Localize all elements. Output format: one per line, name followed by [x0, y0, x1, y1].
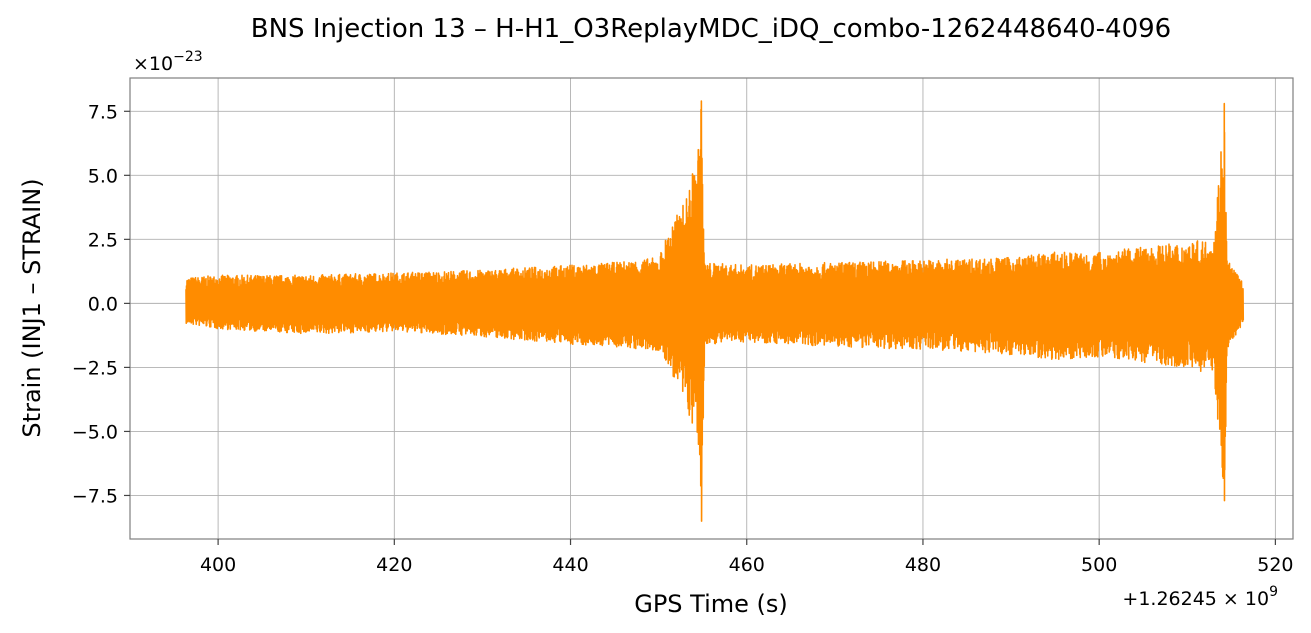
x-tick-label: 500 [1081, 554, 1117, 576]
signal-series [185, 100, 1245, 522]
y-tick-label: 5.0 [88, 165, 118, 187]
ticks: 400 420 440 460 480 500 520 7.5 5.0 2.5 0.0 −2.5 −5.… [72, 101, 1294, 576]
y-scale-exponent: −23 [173, 49, 203, 65]
y-tick-label: −2.5 [72, 357, 118, 379]
y-tick-label: 0.0 [88, 293, 118, 315]
x-offset-base: +1.26245 × 10 [1122, 588, 1269, 610]
x-offset-label: +1.26245 × 109 [1122, 584, 1278, 610]
x-tick-label: 480 [905, 554, 941, 576]
x-tick-label: 440 [552, 554, 588, 576]
y-scale-multiplier: ×10−23 [133, 49, 203, 75]
y-tick-label: −7.5 [72, 485, 118, 507]
y-axis-label: Strain (INJ1 – STRAIN) [18, 178, 46, 437]
x-tick-label: 520 [1257, 554, 1293, 576]
x-offset-exponent: 9 [1269, 584, 1278, 600]
y-tick-label: −5.0 [72, 421, 118, 443]
x-tick-label: 400 [200, 554, 236, 576]
chart-title: BNS Injection 13 – H-H1_O3ReplayMDC_iDQ_… [251, 14, 1171, 44]
strain-signal-line [185, 100, 1245, 522]
plot-frame [129, 77, 1294, 540]
x-tick-label: 420 [376, 554, 412, 576]
x-tick-label: 460 [729, 554, 765, 576]
y-scale-base: ×10 [133, 53, 173, 75]
y-tick-label: 7.5 [88, 101, 118, 123]
x-axis-label: GPS Time (s) [634, 590, 788, 618]
y-tick-label: 2.5 [88, 229, 118, 251]
